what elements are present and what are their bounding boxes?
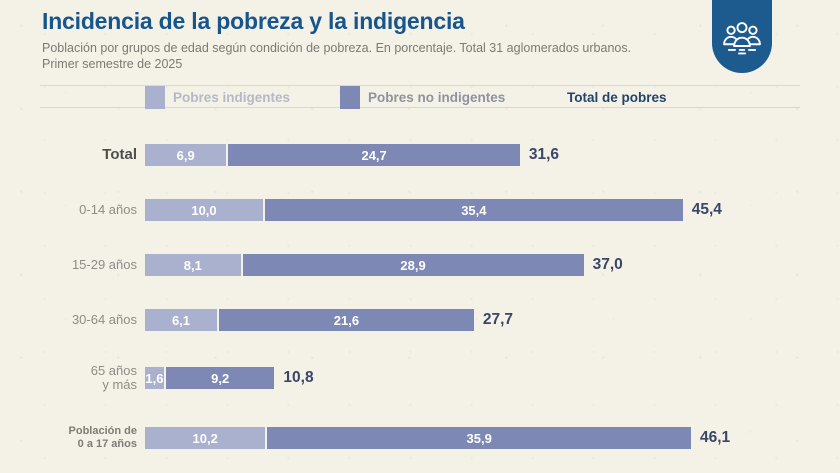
total-value: 37,0 — [592, 256, 623, 273]
bar-segment-no-indigentes: 24,7 — [228, 144, 520, 166]
bar-track: 10,0 35,4 45,4 — [145, 199, 722, 221]
row-label: 30-64 años — [71, 312, 137, 327]
total-value: 45,4 — [691, 201, 722, 218]
bar-segment-no-indigentes: 35,9 — [267, 427, 691, 449]
segment-value: 6,9 — [176, 147, 195, 163]
total-value: 27,7 — [482, 311, 514, 328]
bar-track: 6,9 24,7 31,6 — [145, 144, 559, 166]
legend-swatch-pobres-no-indigentes — [340, 86, 360, 109]
total-value: 10,8 — [283, 369, 314, 386]
bar-segment-indigentes: 10,2 — [145, 427, 266, 449]
legend-swatch-pobres-indigentes — [145, 86, 165, 109]
bar-segment-no-indigentes: 35,4 — [265, 199, 683, 221]
people-group-icon — [723, 21, 761, 54]
bar-segment-indigentes: 1,6 — [145, 367, 164, 389]
bar-segment-indigentes: 10,0 — [145, 199, 263, 221]
segment-value: 35,4 — [461, 202, 487, 218]
bar-segment-indigentes: 6,9 — [145, 144, 227, 166]
legend-label-pobres-no-indigentes: Pobres no indigentes — [368, 90, 506, 105]
segment-value: 8,1 — [183, 257, 202, 273]
bar-segment-no-indigentes: 21,6 — [218, 309, 474, 331]
chart-subtitle-period: Primer semestre de 2025 — [42, 57, 183, 71]
segment-value: 1,6 — [145, 370, 164, 386]
segment-value: 6,1 — [171, 312, 191, 328]
segment-value: 35,9 — [466, 430, 492, 446]
chart-row: 15-29 años 8,1 28,9 37,0 — [0, 254, 840, 276]
header-badge — [712, 0, 772, 73]
legend-label-pobres-indigentes: Pobres indigentes — [173, 90, 291, 105]
bar-track: 10,2 35,9 46,1 — [145, 427, 730, 449]
segment-value: 9,2 — [211, 370, 230, 386]
chart-row: 30-64 años 6,1 21,6 27,7 — [0, 309, 840, 331]
bar-segment-indigentes: 6,1 — [145, 309, 217, 331]
segment-value: 28,9 — [400, 257, 426, 273]
segment-value: 21,6 — [333, 312, 360, 328]
bar-track: 6,1 21,6 27,7 — [145, 309, 513, 331]
row-label: 15-29 años — [71, 257, 137, 272]
row-label: Población de 0 a 17 años — [68, 425, 137, 450]
legend: Pobres indigentes Pobres no indigentes T… — [40, 85, 800, 109]
row-label: 65 años y más — [90, 363, 137, 392]
total-value: 46,1 — [699, 429, 731, 446]
bar-track: 8,1 28,9 37,0 — [145, 254, 623, 276]
segment-value: 10,0 — [191, 202, 217, 218]
segment-value: 10,2 — [192, 430, 218, 446]
row-label: 0-14 años — [79, 202, 137, 217]
bar-segment-no-indigentes: 9,2 — [165, 367, 275, 389]
chart-title: Incidencia de la pobreza y la indigencia — [42, 8, 465, 34]
chart-row: 65 años y más 1,6 9,2 10,8 — [0, 364, 840, 392]
bar-track: 1,6 9,2 10,8 — [145, 367, 314, 389]
segment-value: 24,7 — [361, 147, 387, 163]
bar-segment-indigentes: 8,1 — [145, 254, 241, 276]
chart-row: 0-14 años 10,0 35,4 45,4 — [0, 199, 840, 221]
row-label: Total — [102, 146, 137, 163]
bar-chart: Total 6,9 24,7 31,6 0-14 años 10,0 35,4 45,4 15-… — [0, 144, 840, 473]
legend-label-total-de-pobres: Total de pobres — [567, 90, 667, 105]
chart-subtitle: Población por grupos de edad según condi… — [42, 41, 632, 55]
total-value: 31,6 — [528, 146, 560, 163]
chart-row: Población de 0 a 17 años 10,2 35,9 46,1 — [0, 425, 840, 451]
chart-row: Total 6,9 24,7 31,6 — [0, 144, 840, 166]
bar-segment-no-indigentes: 28,9 — [242, 254, 584, 276]
